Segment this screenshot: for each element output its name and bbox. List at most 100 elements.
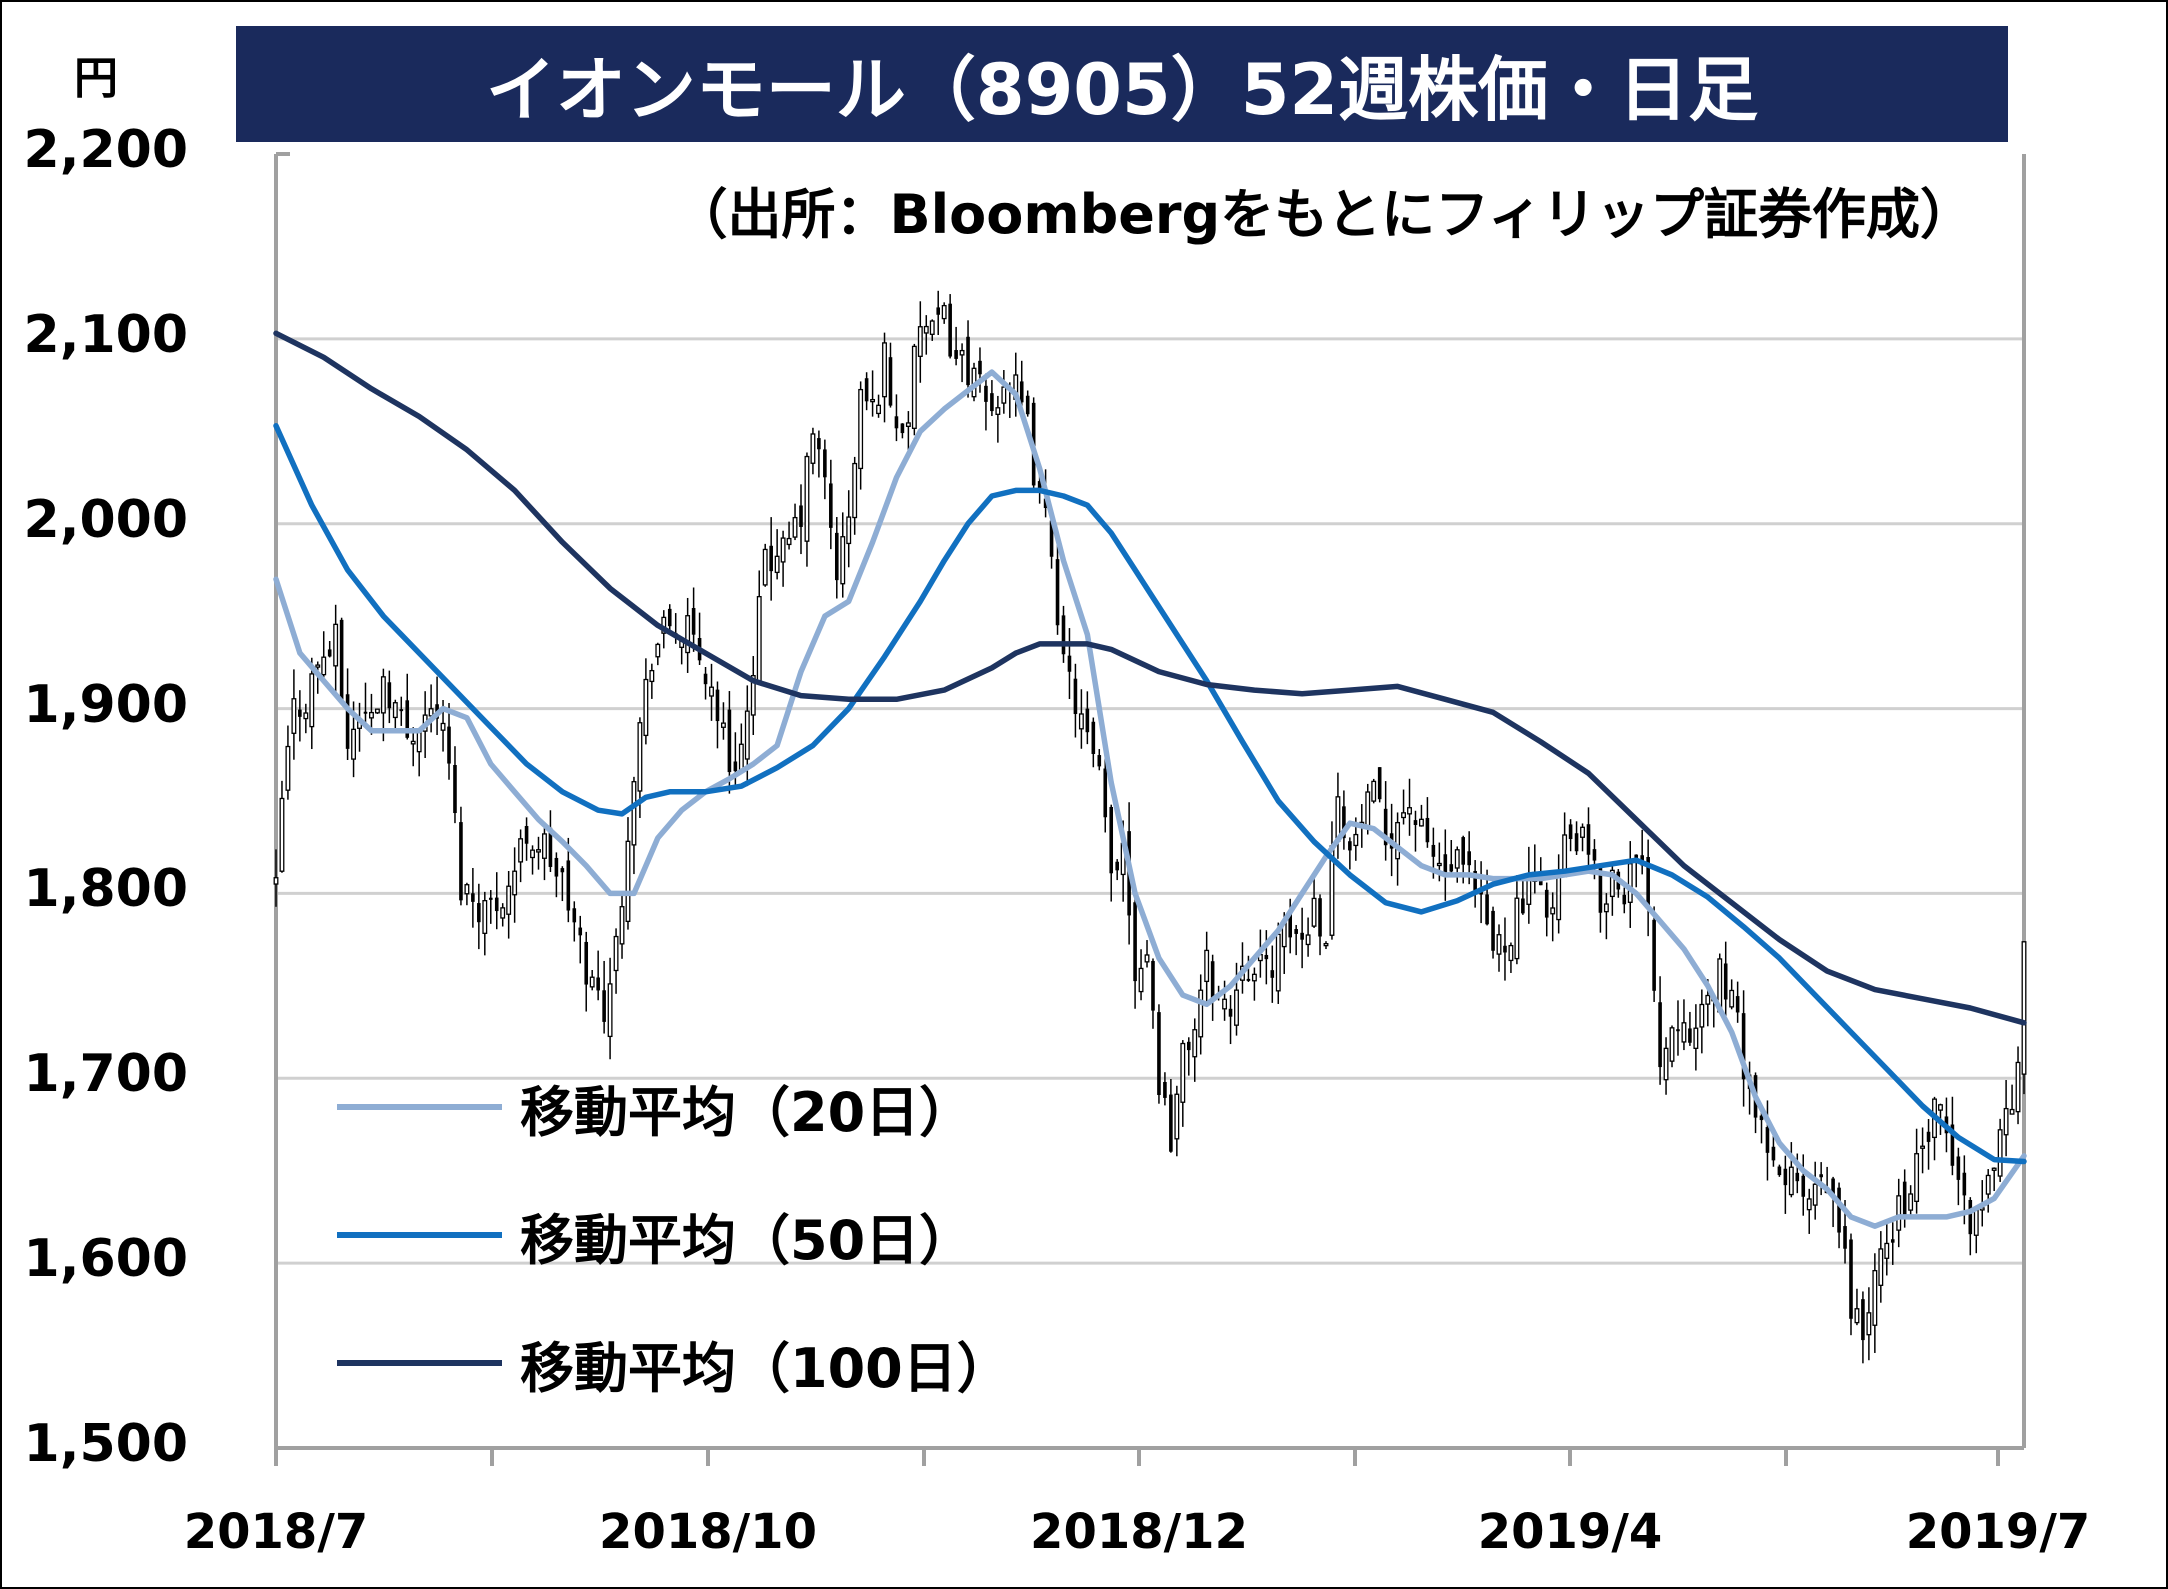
candlestick: [1640, 829, 1644, 875]
candlestick: [357, 702, 362, 752]
candlestick: [1270, 945, 1275, 1003]
candlestick: [273, 849, 279, 907]
y-tick-label: 1,800: [23, 859, 188, 920]
candlestick: [1473, 860, 1477, 908]
candlestick: [769, 517, 773, 601]
candlestick: [1019, 360, 1024, 411]
legend-item-ma50: 移動平均（50日）: [337, 1205, 973, 1272]
candlestick: [1186, 1037, 1191, 1076]
y-tick-label: 1,500: [23, 1414, 188, 1474]
x-tick-label: 2018/7: [183, 1504, 369, 1560]
legend-label-ma100: 移動平均（100日）: [520, 1336, 1011, 1400]
candlestick: [1443, 829, 1448, 901]
candlestick: [1449, 840, 1454, 875]
candlestick: [1305, 917, 1311, 957]
candlestick: [1603, 893, 1609, 940]
candlestick: [1342, 790, 1346, 850]
x-tick-label: 2018/12: [1030, 1504, 1248, 1560]
ma100-line: [273, 330, 2027, 1026]
candlestick: [1329, 821, 1335, 940]
candlestick: [631, 776, 637, 875]
candlestick: [1138, 949, 1144, 1001]
candlestick: [607, 957, 613, 1060]
candlestick: [941, 302, 947, 324]
candlestick: [625, 817, 631, 930]
candlestick: [1503, 917, 1507, 981]
candlestick: [309, 657, 315, 750]
candlestick: [846, 490, 852, 568]
candlestick: [1144, 940, 1150, 968]
candlestick: [1568, 819, 1573, 852]
candlestick: [1562, 812, 1568, 878]
legend-swatch-ma50: [337, 1232, 502, 1238]
candlestick: [566, 837, 571, 923]
candlestick: [1251, 967, 1257, 1001]
candlestick: [482, 891, 488, 956]
candlestick: [1950, 1096, 1955, 1176]
candlestick: [858, 381, 864, 490]
candlestick: [1956, 1147, 1961, 1206]
x-tick-label: 2018/10: [599, 1504, 817, 1560]
y-tick-label: 1,700: [23, 1044, 188, 1105]
candlestick: [560, 866, 565, 902]
candlestick: [1801, 1154, 1806, 1216]
candlestick: [1514, 875, 1520, 965]
candlestick: [1831, 1176, 1835, 1228]
candlestick: [834, 517, 839, 599]
candlestick: [1997, 1118, 2003, 1182]
candlestick: [1318, 894, 1322, 956]
candlestick: [471, 867, 475, 928]
candlestick: [756, 570, 762, 685]
candlestick: [1383, 781, 1388, 861]
candlestick: [948, 294, 952, 359]
candlestick: [1491, 906, 1495, 959]
candlestick: [494, 872, 499, 930]
candlestick: [1550, 892, 1556, 942]
candlestick: [995, 395, 1001, 443]
candlestick: [1133, 897, 1137, 1009]
y-tick-label: 2,000: [23, 489, 188, 550]
candlestick: [1622, 887, 1627, 914]
candlestick: [888, 342, 893, 408]
candlestick: [1169, 1078, 1173, 1153]
candlestick: [715, 681, 720, 749]
candlestick: [453, 746, 457, 824]
candlestick: [1294, 924, 1298, 956]
candlestick: [1115, 859, 1119, 881]
candlestick: [1418, 804, 1424, 827]
candlestick: [524, 817, 529, 861]
candlestick: [1025, 390, 1030, 417]
candlestick: [1180, 1040, 1186, 1127]
candlestick: [1163, 1072, 1167, 1106]
candlestick: [1204, 931, 1210, 1004]
candlestick: [1055, 544, 1060, 635]
candlestick: [387, 670, 392, 724]
candlestick: [792, 503, 798, 541]
candlestick: [1872, 1253, 1878, 1353]
ma20-line: [273, 369, 2027, 1229]
candlestick: [1174, 1085, 1180, 1157]
candlestick: [1723, 941, 1728, 1024]
candlestick: [279, 780, 285, 873]
candlestick: [1556, 854, 1562, 934]
candlestick: [1920, 1127, 1926, 1174]
candlestick: [1586, 807, 1591, 871]
candlestick: [1735, 981, 1740, 1023]
candlestick: [1646, 839, 1650, 937]
candlestick: [500, 903, 506, 927]
candlestick: [1085, 691, 1090, 745]
ma50-line: [273, 422, 2027, 1165]
candlestick: [392, 699, 398, 732]
candlestick: [876, 394, 882, 418]
candlestick: [1323, 941, 1329, 950]
candlestick: [864, 372, 869, 411]
candlestick: [1264, 930, 1269, 985]
candlestick: [416, 730, 422, 777]
candlestick: [321, 631, 327, 681]
candlestick: [703, 666, 708, 700]
candlestick: [1819, 1162, 1823, 1196]
candlestick: [1067, 628, 1072, 700]
candlestick: [333, 604, 339, 694]
candlestick: [1788, 1142, 1794, 1198]
candlestick: [966, 320, 970, 398]
